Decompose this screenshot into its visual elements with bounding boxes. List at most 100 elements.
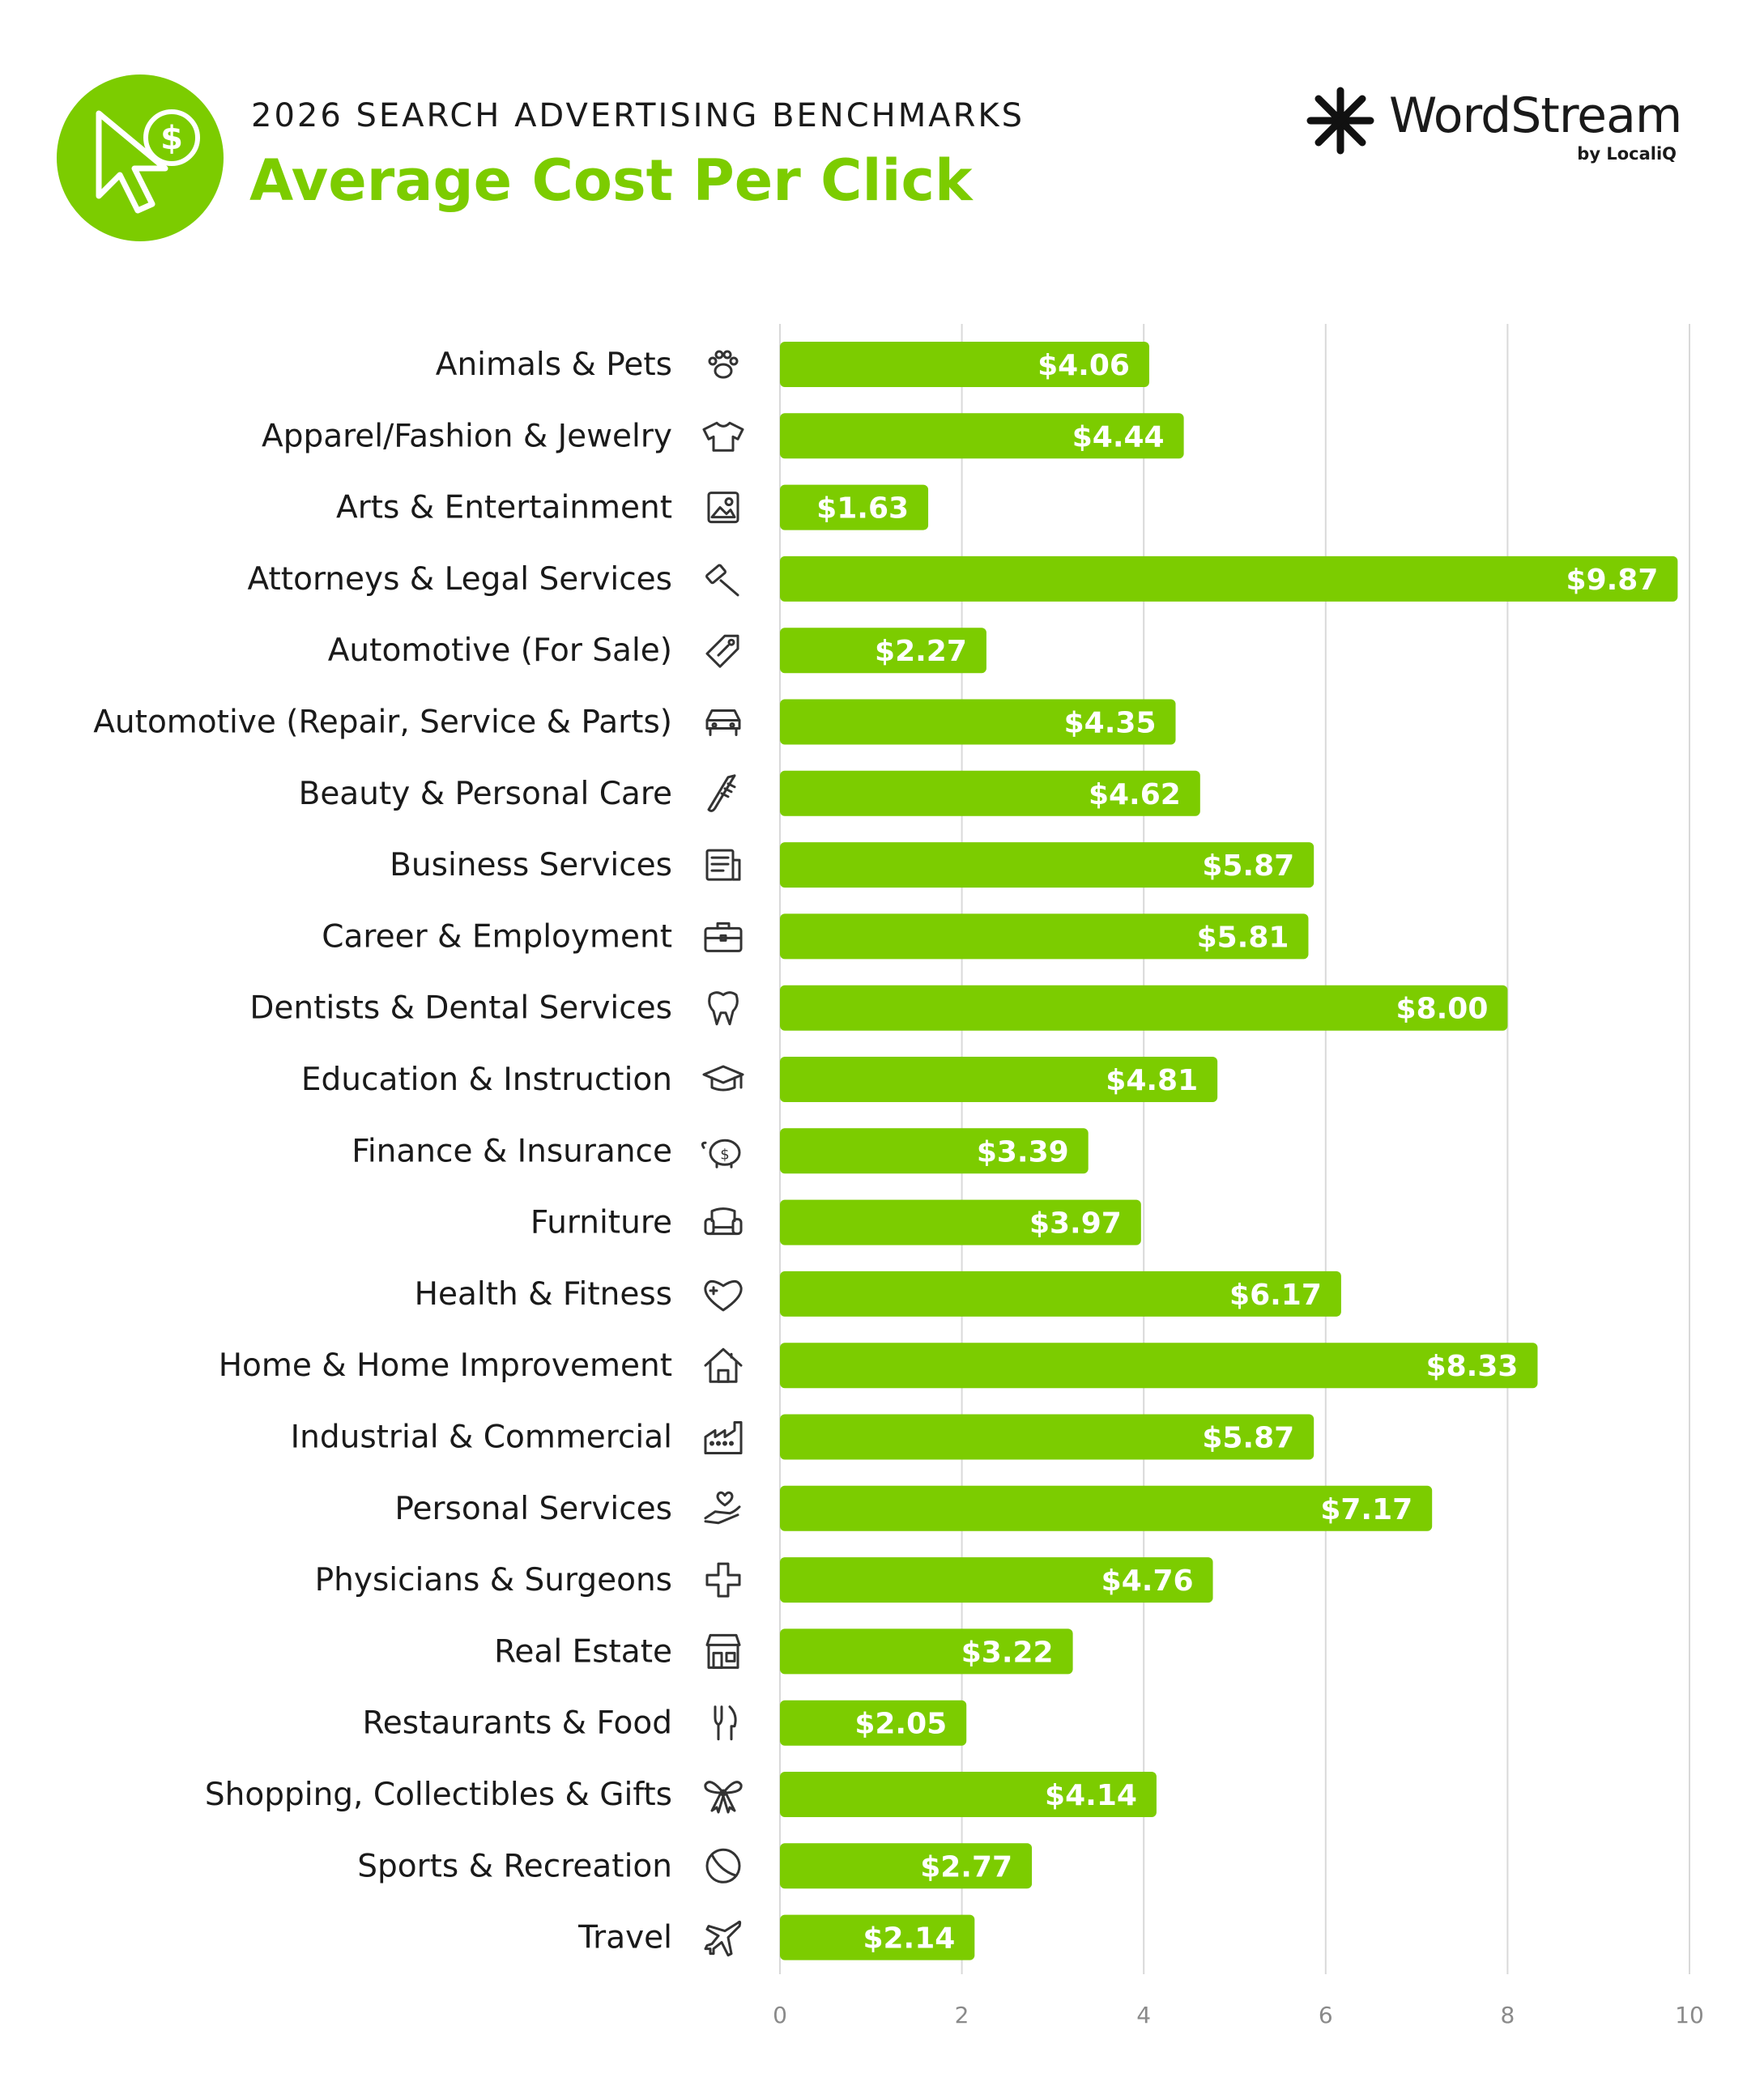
- bar: [780, 1700, 967, 1746]
- x-tick-label: 0: [773, 2002, 787, 2028]
- category-label: Health & Fitness: [415, 1276, 672, 1313]
- data-label: $3.39: [977, 1135, 1069, 1168]
- data-label: $4.44: [1072, 420, 1165, 453]
- category-label: Beauty & Personal Care: [299, 776, 672, 812]
- bar: [780, 342, 1149, 387]
- category-label: Industrial & Commercial: [291, 1420, 672, 1456]
- price-tag-icon: [705, 634, 739, 668]
- bar: [780, 1057, 1218, 1102]
- bar: [780, 484, 929, 530]
- data-label: $2.27: [875, 635, 967, 668]
- category-label: Attorneys & Legal Services: [248, 561, 672, 598]
- chart-supertitle: 2026 SEARCH ADVERTISING BENCHMARKS: [251, 97, 1025, 134]
- data-label: $4.35: [1064, 707, 1157, 740]
- house-icon: [704, 1347, 743, 1383]
- category-label: Animals & Pets: [436, 347, 672, 383]
- category-label: Automotive (Repair, Service & Parts): [93, 704, 672, 741]
- category-label: Dentists & Dental Services: [249, 990, 672, 1027]
- data-label: $8.33: [1426, 1350, 1519, 1383]
- x-tick-label: 2: [955, 2002, 969, 2028]
- x-tick-label: 10: [1675, 2002, 1704, 2028]
- data-label: $2.77: [920, 1850, 1012, 1884]
- medical-cross-icon: [705, 1562, 741, 1598]
- svg-text:$: $: [720, 1146, 729, 1163]
- bar: [780, 913, 1309, 960]
- data-label: $5.87: [1202, 1422, 1294, 1455]
- data-label: $4.81: [1106, 1064, 1198, 1097]
- data-label: $2.14: [863, 1922, 955, 1956]
- svg-text:$: $: [160, 120, 183, 157]
- category-label: Apparel/Fashion & Jewelry: [262, 418, 672, 454]
- wordstream-logo-icon: [1306, 87, 1374, 155]
- x-tick-label: 4: [1136, 2002, 1151, 2028]
- header-badge: $: [57, 74, 224, 241]
- briefcase-icon: [704, 922, 743, 952]
- data-label: $8.00: [1396, 993, 1489, 1026]
- data-label: $9.87: [1566, 564, 1659, 597]
- comb-icon: [707, 774, 736, 812]
- storefront-icon: [705, 1633, 741, 1669]
- category-label: Sports & Recreation: [357, 1848, 672, 1884]
- category-label: Shopping, Collectibles & Gifts: [205, 1777, 672, 1813]
- bar: [780, 1843, 1033, 1889]
- bar: [780, 842, 1314, 888]
- category-label: Automotive (For Sale): [328, 632, 672, 669]
- category-label: Business Services: [390, 847, 672, 883]
- data-label: $4.62: [1089, 778, 1181, 811]
- airplane-icon: [704, 1920, 742, 1957]
- bar: [780, 770, 1200, 816]
- x-tick-label: 8: [1500, 2002, 1515, 2028]
- car-icon: [705, 709, 741, 736]
- ball-icon: [705, 1848, 741, 1884]
- heart-plus-icon: [704, 1279, 743, 1312]
- factory-icon: [704, 1421, 743, 1454]
- category-label: Restaurants & Food: [362, 1705, 672, 1742]
- gift-bow-icon: [704, 1781, 743, 1814]
- tooth-icon: [708, 991, 739, 1026]
- category-label: Career & Employment: [322, 918, 672, 955]
- data-label: $4.14: [1045, 1779, 1137, 1812]
- graduation-cap-icon: [702, 1065, 744, 1092]
- bar: [780, 1271, 1341, 1317]
- bar: [780, 1628, 1073, 1675]
- data-label: $3.22: [961, 1636, 1054, 1669]
- chart-title: Average Cost Per Click: [249, 147, 973, 214]
- picture-icon: [707, 492, 739, 524]
- bar: [780, 1343, 1538, 1389]
- brand-logo: WordStream by LocaliQ: [1304, 79, 1685, 168]
- x-tick-label: 6: [1319, 2002, 1333, 2028]
- bar: [780, 699, 1176, 745]
- document-icon: [705, 849, 741, 881]
- category-label: Furniture: [530, 1205, 672, 1241]
- bar: [780, 1485, 1433, 1531]
- category-label: Home & Home Improvement: [219, 1347, 672, 1384]
- hand-heart-icon: [704, 1491, 741, 1525]
- tshirt-icon: [702, 421, 744, 452]
- fork-knife-icon: [714, 1705, 737, 1741]
- category-label: Education & Instruction: [301, 1062, 672, 1098]
- bar: [780, 1772, 1157, 1817]
- data-label: $1.63: [816, 492, 909, 526]
- brand-subtitle: by LocaliQ: [1577, 144, 1677, 164]
- brand-name: WordStream: [1389, 87, 1682, 144]
- gavel-icon: [705, 564, 739, 597]
- bar: [780, 413, 1184, 459]
- category-label: Travel: [577, 1920, 672, 1956]
- data-label: $7.17: [1320, 1493, 1412, 1526]
- data-label: $3.97: [1029, 1207, 1122, 1241]
- data-label: $4.76: [1101, 1564, 1194, 1598]
- data-label: $2.05: [854, 1708, 947, 1741]
- cursor-dollar-icon: $: [96, 109, 200, 214]
- paw-icon: [708, 350, 739, 379]
- data-label: $5.81: [1197, 921, 1289, 954]
- bar: [780, 1414, 1314, 1460]
- bar: [780, 1914, 975, 1960]
- data-label: $4.06: [1038, 349, 1130, 382]
- category-label: Physicians & Surgeons: [315, 1562, 672, 1598]
- bar: [780, 985, 1508, 1031]
- armchair-icon: [704, 1207, 743, 1236]
- category-label: Arts & Entertainment: [336, 490, 672, 526]
- category-label: Personal Services: [394, 1491, 672, 1527]
- bar: [780, 1128, 1089, 1174]
